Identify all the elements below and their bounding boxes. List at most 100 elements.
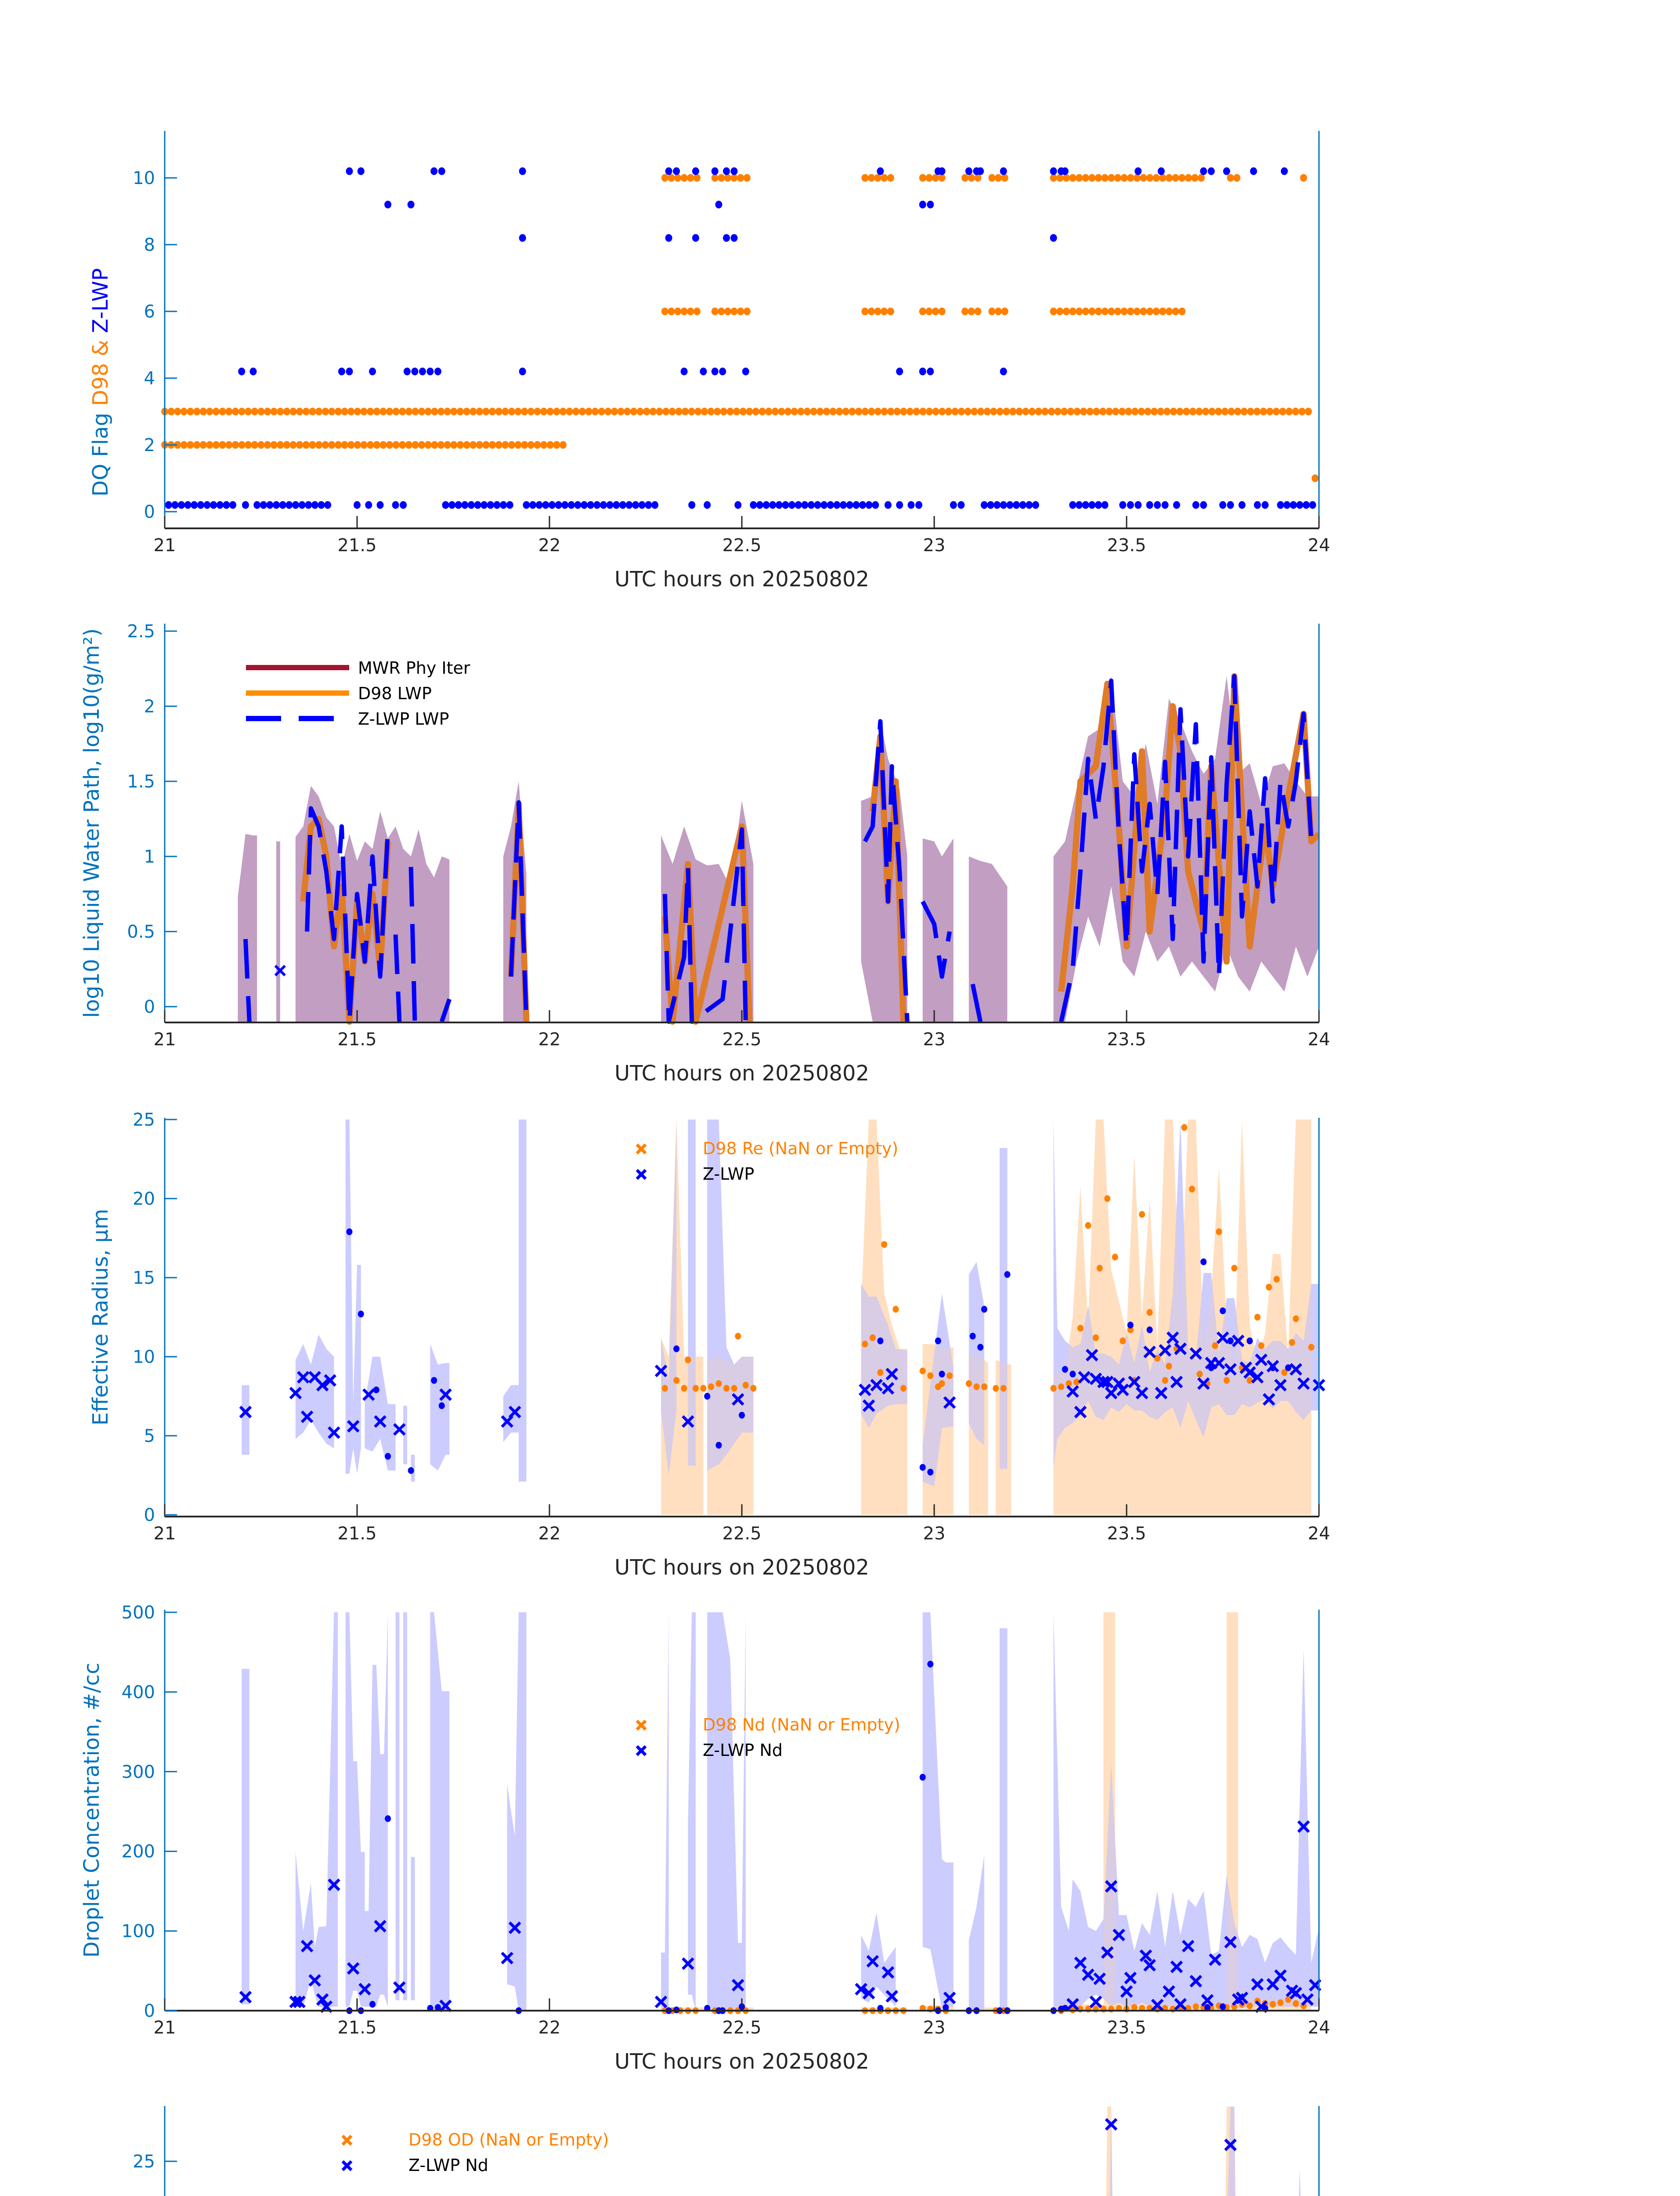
zlwp-marker	[1251, 1978, 1264, 1991]
zlwp-flag-point	[354, 501, 361, 509]
zlwp-uncertainty-band	[345, 1612, 365, 2007]
x-marker-icon	[636, 1169, 647, 1180]
zlwp-flag-point	[762, 501, 770, 509]
d98-flag-point	[1138, 408, 1145, 415]
d98-flag-point	[720, 408, 727, 415]
d98-flag-point	[1127, 174, 1134, 182]
d98-flag-point	[714, 408, 721, 415]
zlwp-marker	[855, 1983, 867, 1996]
zlwp-uncertainty-band	[295, 1334, 334, 1448]
zlwp-flag-point	[197, 501, 204, 509]
zlwp-flag-point	[279, 501, 286, 509]
x-axis-label: UTC hours on 20250802	[614, 567, 869, 592]
zlwp-marker	[1105, 2118, 1118, 2131]
d98-flag-point	[893, 408, 901, 415]
d98-flag-point	[495, 441, 502, 449]
zlwp-flag-point	[1127, 501, 1134, 509]
d98-flag-point	[995, 174, 1002, 182]
d98-flag-point	[225, 441, 233, 449]
d98-flag-point	[988, 307, 996, 315]
x-tick-label: 21	[154, 1029, 176, 1050]
d98-flag-point	[746, 408, 753, 415]
zlwp-point	[927, 1661, 934, 1668]
zlwp-marker	[239, 1990, 252, 2004]
d98-flag-point	[836, 408, 843, 415]
zlwp-flag-point	[1026, 501, 1033, 509]
d98-flag-point	[328, 441, 336, 449]
zlwp-flag-point	[407, 201, 415, 209]
zlwp-flag-point	[561, 501, 569, 509]
d98-flag-point	[1198, 174, 1205, 182]
x-tick-label: 21.5	[337, 2018, 376, 2038]
d98-flag-point	[360, 408, 368, 415]
zlwp-marker	[1074, 1405, 1087, 1419]
d98-flag-point	[187, 441, 194, 449]
d98-flag-point	[849, 408, 856, 415]
zlwp-flag-point	[442, 501, 449, 509]
zlwp-flag-point	[581, 501, 588, 509]
zlwp-marker	[1128, 1376, 1141, 1388]
zlwp-flag-point	[965, 167, 972, 175]
zlwp-uncertainty-band	[503, 1385, 519, 1442]
d98-flag-point	[1056, 307, 1064, 315]
marks	[239, 1661, 1322, 2014]
zlwp-marker	[1174, 1342, 1187, 1355]
zlwp-marker	[1232, 1334, 1245, 1347]
y-axis-label-part-1: D98 &	[88, 333, 113, 406]
x-tick-label: 22.5	[722, 535, 761, 556]
zlwp-point	[385, 1453, 391, 1460]
zlwp-flag-point	[938, 167, 946, 175]
d98-flag-point	[983, 408, 991, 415]
zlwp-flag-point	[625, 501, 633, 509]
zlwp-flag-point	[820, 501, 828, 509]
d98-flag-point	[1080, 408, 1087, 415]
y-tick-label: 25	[133, 1110, 155, 1130]
d98-flag-point	[213, 408, 220, 415]
zlwp-point	[385, 1815, 391, 1822]
zlwp-lwp-line	[662, 827, 748, 1024]
zlwp-point	[438, 1402, 445, 1409]
d98-flag-point	[881, 174, 888, 182]
d98-flag-point	[964, 408, 972, 415]
d98-flag-point	[743, 174, 751, 182]
d98-flag-point	[219, 408, 226, 415]
d98-flag-point	[296, 441, 303, 449]
d98-flag-point	[718, 174, 725, 182]
d98-flag-point	[925, 174, 933, 182]
d98-point	[1096, 1264, 1103, 1272]
x-tick-label: 22.5	[722, 2018, 761, 2038]
d98-flag-point	[373, 441, 380, 449]
zlwp-flag-point	[673, 167, 680, 175]
x-tick-label: 21	[154, 535, 176, 556]
d98-flag-point	[1185, 174, 1192, 182]
zlwp-flag-point	[467, 501, 475, 509]
d98-flag-point	[932, 174, 939, 182]
zlwp-marker	[1209, 1953, 1221, 1966]
zlwp-flag-point	[1134, 167, 1142, 175]
d98-flag-point	[257, 408, 265, 415]
zlwp-flag-point	[775, 501, 783, 509]
zlwp-flag-point	[474, 501, 481, 509]
y-tick-label: 0	[144, 1505, 155, 1525]
zlwp-marker	[882, 1382, 895, 1395]
d98-flag-point	[1227, 174, 1234, 182]
legend-label-1: Z-LWP	[703, 1164, 754, 1184]
d98-point	[1112, 1253, 1118, 1261]
legend-marker-1	[341, 2160, 353, 2171]
zlwp-flag-point	[846, 501, 853, 509]
x-tick-label: 22	[538, 1524, 561, 1544]
zlwp-marker	[1262, 1393, 1275, 1406]
lines	[243, 673, 1319, 1025]
d98-flag-point	[1099, 408, 1106, 415]
d98-flag-point	[737, 174, 744, 182]
d98-flag-point	[322, 408, 329, 415]
zlwp-lwp-line	[1059, 674, 1319, 1022]
axes: 21 21.5 22 22.5 23 23.5 24 0 5 10 15 20 25	[133, 1110, 1330, 1544]
zlwp-flag-point	[692, 167, 699, 175]
x-tick-label: 22	[538, 535, 561, 556]
zlwp-uncertainty-band	[968, 1855, 984, 2011]
d98-flag-point	[424, 441, 432, 449]
x-marker-icon	[341, 2135, 353, 2146]
d98-flag-point	[1140, 307, 1147, 315]
d98-band-overlay	[1106, 2106, 1236, 2196]
